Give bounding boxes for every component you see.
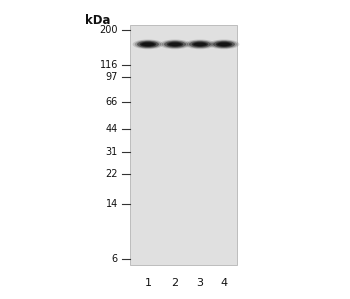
Ellipse shape [192,42,208,47]
Text: 2: 2 [172,278,178,288]
Ellipse shape [209,39,239,49]
Text: 97: 97 [106,72,118,82]
Text: 14: 14 [106,199,118,209]
Ellipse shape [135,40,161,48]
Text: kDa: kDa [85,14,111,27]
Ellipse shape [211,40,237,48]
Text: 6: 6 [112,254,118,264]
Text: 3: 3 [196,278,203,288]
Ellipse shape [168,42,182,46]
Text: 200: 200 [99,25,118,35]
Text: 22: 22 [105,169,118,179]
Text: 4: 4 [220,278,228,288]
Ellipse shape [164,41,186,48]
Ellipse shape [184,39,215,49]
Ellipse shape [140,42,156,47]
Ellipse shape [194,42,206,46]
Text: 31: 31 [106,147,118,157]
Ellipse shape [137,41,159,48]
Ellipse shape [217,42,231,46]
Bar [130,25,237,265]
Ellipse shape [213,41,235,48]
Ellipse shape [160,39,190,49]
Ellipse shape [141,42,155,46]
Text: 116: 116 [100,60,118,70]
Ellipse shape [187,40,213,48]
Text: 66: 66 [106,97,118,107]
Ellipse shape [189,41,211,48]
Ellipse shape [133,39,163,49]
Ellipse shape [216,42,232,47]
Ellipse shape [167,42,183,47]
Text: 1: 1 [145,278,152,288]
Text: 44: 44 [106,124,118,134]
Ellipse shape [162,40,188,48]
